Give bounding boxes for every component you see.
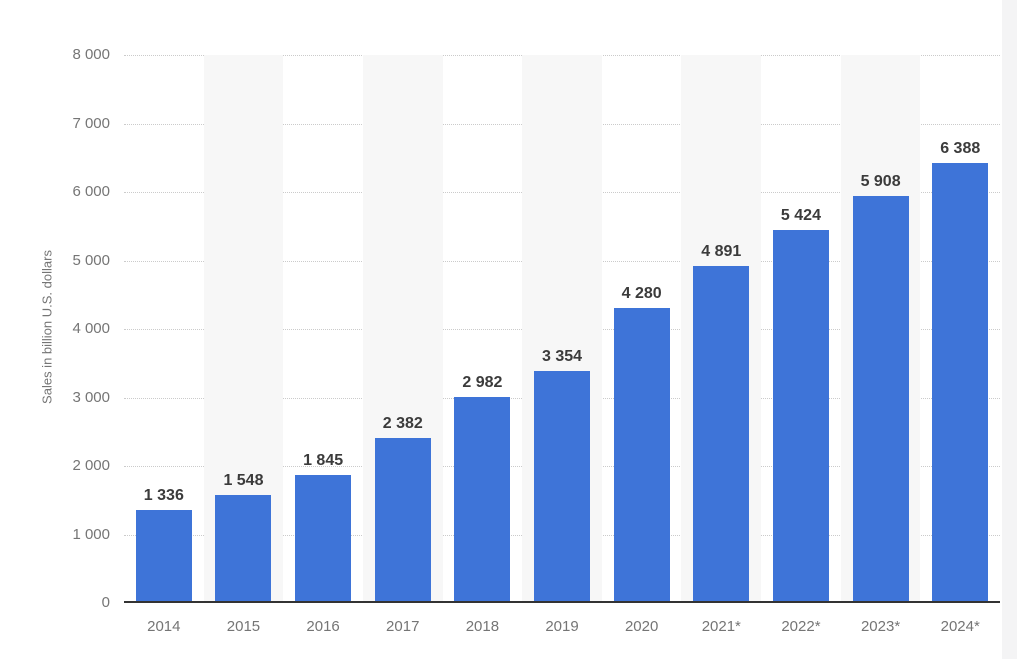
bar-value-label: 1 845 [303, 451, 344, 469]
y-tick-label: 3 000 [72, 388, 110, 406]
y-tick-label: 1 000 [72, 525, 110, 543]
bar-column-2017: 2 382 [362, 55, 443, 601]
x-tick-label-2022: 2022* [781, 618, 821, 635]
x-tick-label-2017: 2017 [386, 618, 420, 635]
x-tick-label-2020: 2020 [624, 618, 659, 635]
bar-column-2022: 5 424 [761, 55, 841, 601]
bar-2016[interactable] [295, 474, 352, 601]
bar-value-label: 1 548 [223, 472, 264, 489]
scrollbar-track[interactable] [1002, 0, 1017, 659]
bar-value-label: 2 382 [382, 414, 423, 432]
bar-2015[interactable] [215, 495, 272, 601]
bar-value-label: 4 280 [621, 284, 662, 302]
bar-column-2015: 1 548 [203, 55, 284, 601]
bar-value-label: 4 891 [701, 243, 742, 260]
bar-value-label: 5 908 [860, 173, 901, 191]
y-tick-label: 7 000 [72, 114, 110, 132]
bar-column-2014: 1 336 [124, 55, 204, 601]
bar-value-label: 6 388 [940, 140, 981, 158]
y-tick-label: 4 000 [72, 320, 110, 337]
y-tick-label: 2 000 [72, 457, 110, 474]
bar-column-2018: 2 982 [443, 55, 523, 601]
x-tick-label-2024: 2024* [940, 618, 980, 635]
bar-column-2024: 6 388 [920, 55, 1000, 601]
bar-2014[interactable] [135, 509, 192, 601]
bar-2022[interactable] [772, 229, 829, 601]
bar-column-2020: 4 280 [602, 55, 682, 601]
bar-column-2021: 4 891 [681, 55, 762, 601]
bar-2017[interactable] [374, 437, 431, 601]
y-tick-label: 5 000 [72, 251, 110, 269]
x-tick-label-2023: 2023* [860, 618, 901, 635]
bar-value-label: 1 336 [143, 486, 184, 504]
bar-2023[interactable] [852, 196, 909, 601]
bar-columns: 1 336 1 548 1 845 2 382 2 982 3 354 4 280 4 891… [124, 55, 1000, 601]
bar-value-label: 3 354 [542, 348, 583, 366]
bar-value-label: 2 982 [462, 373, 503, 391]
x-tick-label-2019: 2019 [545, 618, 579, 635]
bar-2021[interactable] [693, 266, 750, 601]
x-axis-tick-labels: 2014 2015 2016 2017 2018 2019 2020 2021* 2022* 20… [124, 615, 1000, 639]
bar-column-2019: 3 354 [522, 55, 602, 601]
bar-2018[interactable] [454, 396, 511, 601]
x-tick-label-2016: 2016 [306, 618, 340, 635]
bar-value-label: 5 424 [780, 206, 821, 224]
y-tick-label: 6 000 [72, 183, 110, 200]
x-tick-label-2015: 2015 [226, 618, 261, 635]
bar-column-2016: 1 845 [283, 55, 363, 601]
bar-2024[interactable] [932, 163, 989, 601]
plot-area: 1 336 1 548 1 845 2 382 2 982 3 354 4 280 4 891… [124, 55, 1000, 603]
x-tick-label-2021: 2021* [701, 618, 741, 635]
y-tick-label: 8 000 [72, 46, 110, 63]
x-tick-label-2014: 2014 [147, 618, 181, 635]
bar-2019[interactable] [534, 371, 591, 601]
x-tick-label-2018: 2018 [465, 618, 500, 635]
bar-column-2023: 5 908 [840, 55, 921, 601]
y-tick-label: 0 [101, 594, 110, 611]
bar-2020[interactable] [613, 307, 670, 601]
